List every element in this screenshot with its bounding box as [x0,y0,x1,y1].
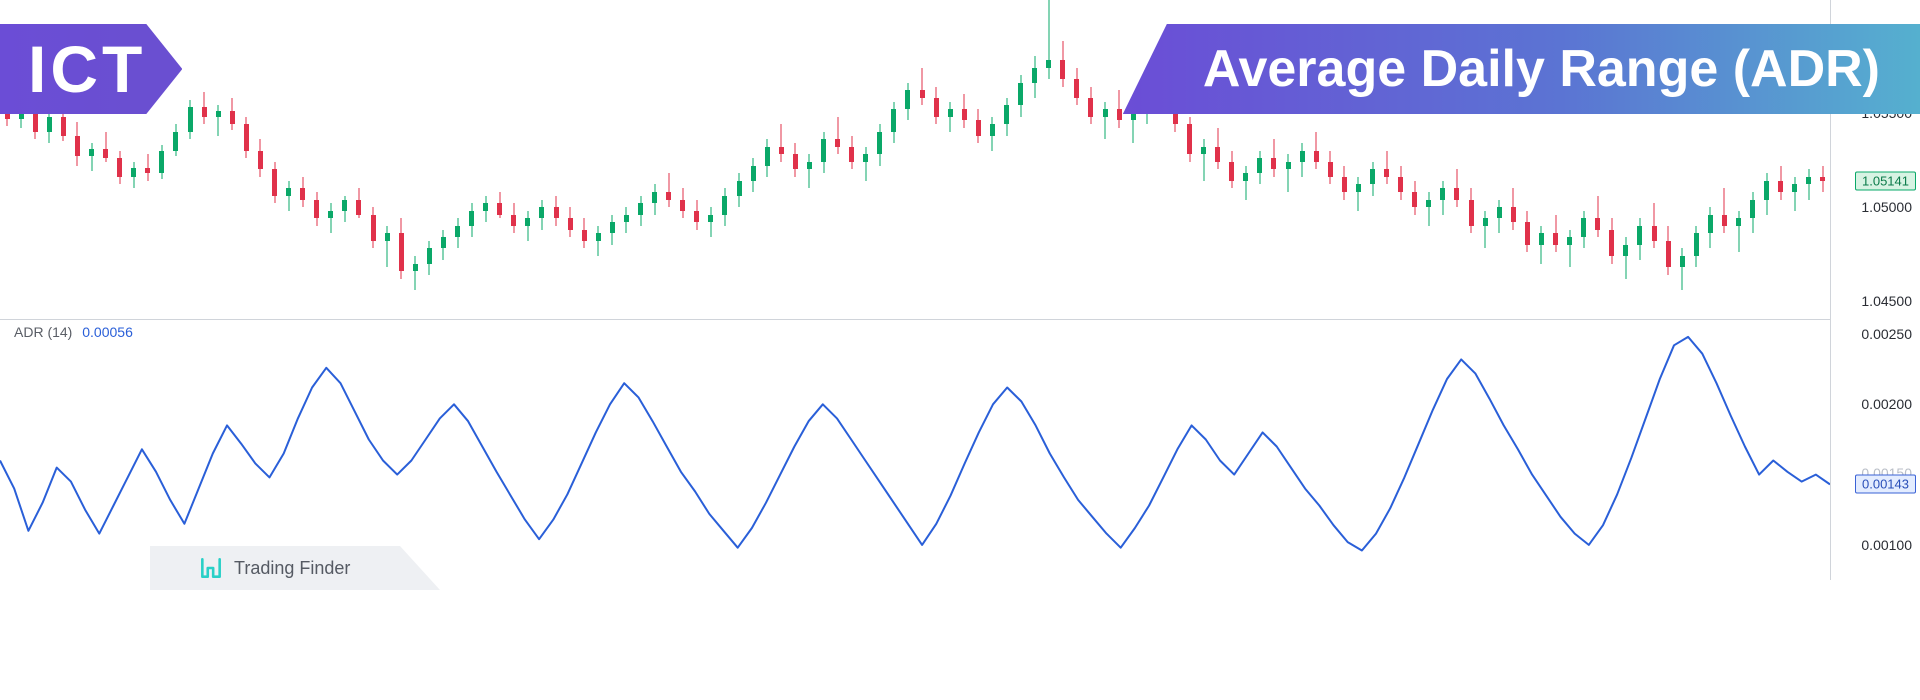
candle [568,0,573,320]
candle [342,0,347,320]
candle [371,0,376,320]
candle [666,0,671,320]
candle [1074,0,1079,320]
candle [638,0,643,320]
adr-y-axis: 0.001000.002000.002500.001500.00143 [1830,320,1920,580]
candle [610,0,615,320]
candle [976,0,981,320]
adr-current-value-marker: 0.00143 [1855,475,1916,494]
candle [807,0,812,320]
candle [934,0,939,320]
watermark-logo-icon [198,555,224,581]
watermark-text: Trading Finder [234,558,350,579]
candle [821,0,826,320]
candle [891,0,896,320]
adr-axis-tick: 0.00200 [1861,396,1912,412]
candle [244,0,249,320]
candle [948,0,953,320]
candle [202,0,207,320]
adr-line-path [0,337,1830,551]
candle [765,0,770,320]
candle [328,0,333,320]
candle [525,0,530,320]
candle [962,0,967,320]
adr-axis-tick: 0.00100 [1861,537,1912,553]
candle [990,0,995,320]
candle [272,0,277,320]
candle [835,0,840,320]
candle [694,0,699,320]
candle [385,0,390,320]
candle [863,0,868,320]
candle [582,0,587,320]
candle [314,0,319,320]
candle [722,0,727,320]
candle [511,0,516,320]
candle [286,0,291,320]
candle [173,0,178,320]
candle [539,0,544,320]
candle [1032,0,1037,320]
title-badge: Average Daily Range (ADR) [1123,24,1920,114]
candle [1046,0,1051,320]
candle [1060,0,1065,320]
candle [779,0,784,320]
candle [399,0,404,320]
candle [1018,0,1023,320]
adr-axis-tick: 0.00250 [1861,326,1912,342]
candle [652,0,657,320]
candle [680,0,685,320]
candle [455,0,460,320]
candle [216,0,221,320]
candle [427,0,432,320]
candle [920,0,925,320]
price-axis-tick: 1.04500 [1861,293,1912,309]
candle [751,0,756,320]
candle [413,0,418,320]
candle [596,0,601,320]
candle [258,0,263,320]
candle [708,0,713,320]
watermark: Trading Finder [150,546,440,590]
candle [624,0,629,320]
candle [356,0,361,320]
candle [483,0,488,320]
adr-indicator-panel[interactable]: ADR (14) 0.00056 0.001000.002000.002500.… [0,320,1920,580]
adr-line-chart[interactable] [0,320,1830,580]
candle [849,0,854,320]
candle [1088,0,1093,320]
ict-badge: ICT [0,24,182,114]
candle [1145,0,1150,320]
candle [793,0,798,320]
candle [230,0,235,320]
candle [1131,0,1136,320]
candle [905,0,910,320]
candle [877,0,882,320]
candle [554,0,559,320]
candle [188,0,193,320]
price-axis-tick: 1.05000 [1861,199,1912,215]
current-price-marker: 1.05141 [1855,171,1916,190]
candle [1103,0,1108,320]
ict-label: ICT [28,31,146,107]
candle [737,0,742,320]
candle [497,0,502,320]
candle [441,0,446,320]
candle [300,0,305,320]
chart-title: Average Daily Range (ADR) [1203,39,1880,99]
candle [1004,0,1009,320]
candle [1117,0,1122,320]
candle [469,0,474,320]
